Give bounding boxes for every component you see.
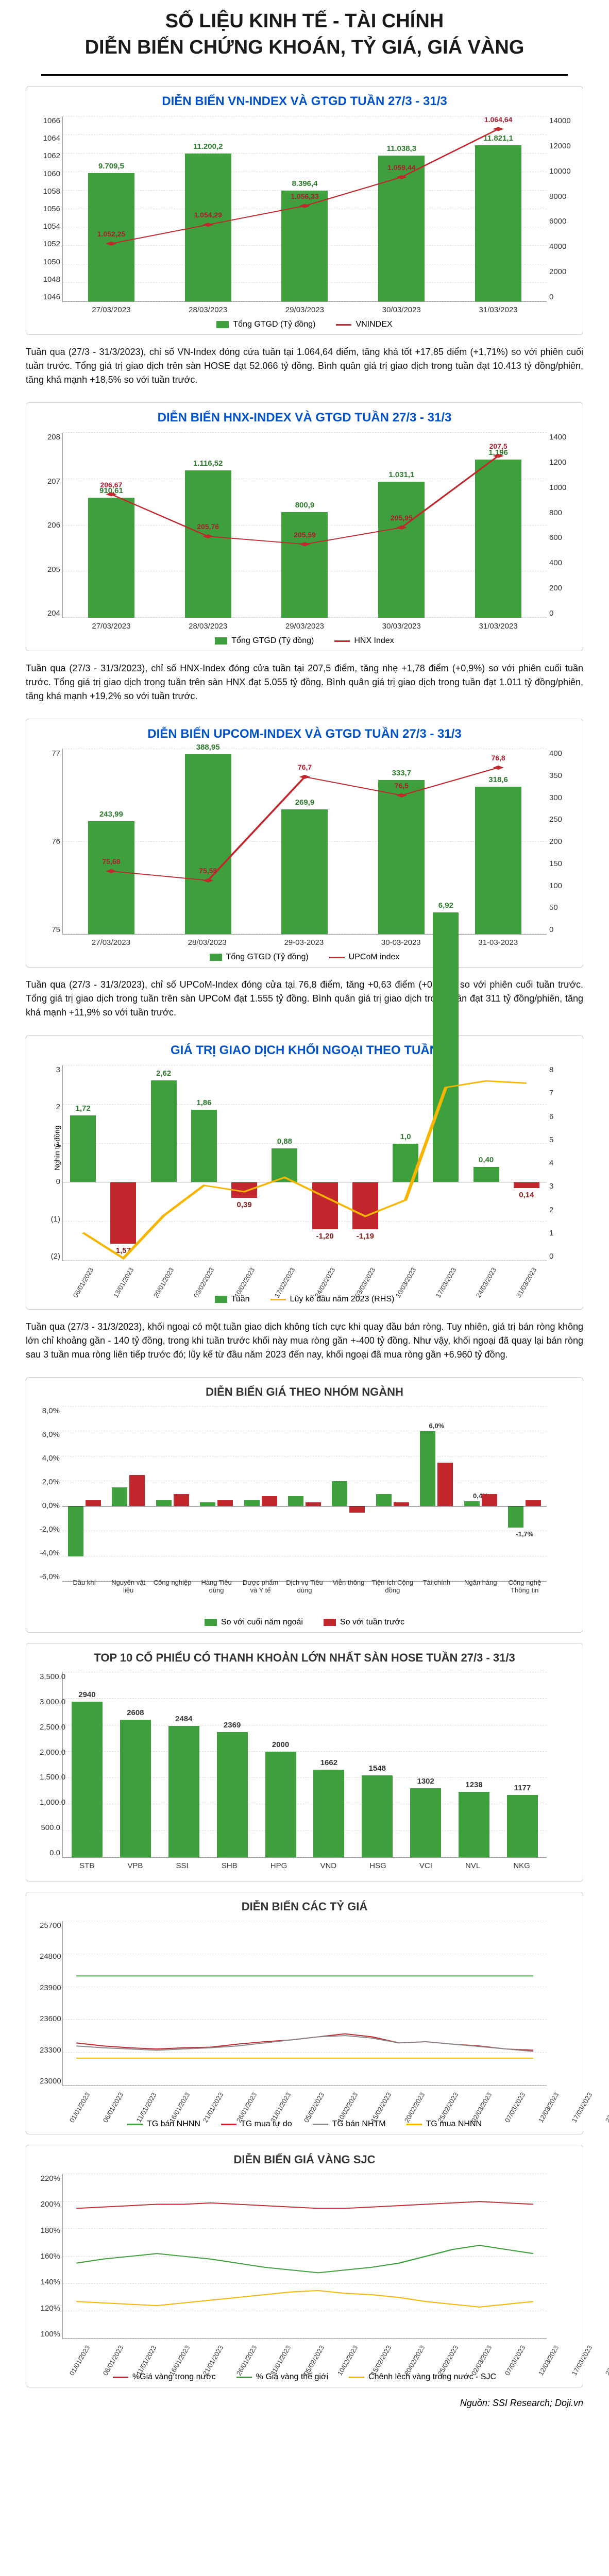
chart3-title: DIỄN BIẾN UPCOM-INDEX VÀ GTGD TUẦN 27/3 … (37, 727, 572, 741)
chart5-title: DIỄN BIẾN GIÁ THEO NHÓM NGÀNH (37, 1385, 572, 1399)
chart-fx: DIỄN BIẾN CÁC TỶ GIÁ 2570024800239002360… (26, 1892, 583, 2134)
page-title: SỐ LIỆU KINH TẾ - TÀI CHÍNH (10, 10, 599, 32)
legend-bar: Tuần (215, 1295, 250, 1304)
chart1-legend: Tổng GTGD (Tỷ đồng) VNINDEX (37, 320, 572, 329)
chart7-area: 25700248002390023600233002300001/01/2023… (62, 1921, 547, 2086)
legend-line: VNINDEX (336, 320, 392, 329)
legend-bar: Tổng GTGD (Tỷ đồng) (216, 320, 315, 329)
chart-foreign: GIÁ TRỊ GIAO DỊCH KHỐI NGOẠI THEO TUẦN 3… (26, 1035, 583, 1310)
chart6-title: TOP 10 CỔ PHIẾU CÓ THANH KHOẢN LỚN NHẤT … (37, 1651, 572, 1665)
chart4-area: 3210(1)(2)87654321006/01/202313/01/20232… (62, 1065, 547, 1261)
legend-line: HNX Index (334, 636, 394, 646)
chart5-area: 8,0%6,0%4,0%2,0%0,0%-2,0%-4,0%-6,0%Dầu k… (62, 1406, 547, 1582)
page-subtitle: DIỄN BIẾN CHỨNG KHOÁN, TỶ GIÁ, GIÁ VÀNG (10, 37, 599, 59)
desc3: Tuần qua (27/3 - 31/3/2023), chỉ số UPCo… (26, 978, 583, 1020)
legend-s2: So với tuần trước (324, 1618, 404, 1627)
chart8-title: DIỄN BIẾN GIÁ VÀNG SJC (37, 2153, 572, 2166)
chart6-area: 3,500.03,000.02,500.02,000.01,500.01,000… (62, 1672, 547, 1858)
desc4: Tuần qua (27/3 - 31/3/2023), khối ngoại … (26, 1320, 583, 1362)
chart-vnindex: DIỄN BIẾN VN-INDEX VÀ GTGD TUẦN 27/3 - 3… (26, 86, 583, 335)
chart2-legend: Tổng GTGD (Tỷ đồng) HNX Index (37, 636, 572, 646)
chart-sectors: DIỄN BIẾN GIÁ THEO NHÓM NGÀNH 8,0%6,0%4,… (26, 1377, 583, 1633)
desc2: Tuần qua (27/3 - 31/3/2023), chỉ số HNX-… (26, 662, 583, 703)
chart3-area: 77767540035030025020015010050027/03/2023… (62, 749, 547, 935)
chart2-area: 2082072062052041400120010008006004002000… (62, 433, 547, 618)
chart-hnxindex: DIỄN BIẾN HNX-INDEX VÀ GTGD TUẦN 27/3 - … (26, 402, 583, 651)
divider (41, 74, 568, 76)
legend-s1: So với cuối năm ngoái (205, 1618, 303, 1627)
chart1-title: DIỄN BIẾN VN-INDEX VÀ GTGD TUẦN 27/3 - 3… (37, 94, 572, 109)
chart-upcom: DIỄN BIẾN UPCOM-INDEX VÀ GTGD TUẦN 27/3 … (26, 719, 583, 968)
desc1: Tuần qua (27/3 - 31/3/2023), chỉ số VN-I… (26, 345, 583, 387)
legend-line: Lũy kế đầu năm 2023 (RHS) (270, 1295, 395, 1304)
chart4-title: GIÁ TRỊ GIAO DỊCH KHỐI NGOẠI THEO TUẦN (37, 1043, 572, 1058)
chart1-area: 1066106410621060105810561054105210501048… (62, 116, 547, 302)
chart3-legend: Tổng GTGD (Tỷ đồng) UPCoM index (37, 953, 572, 962)
chart2-title: DIỄN BIẾN HNX-INDEX VÀ GTGD TUẦN 27/3 - … (37, 411, 572, 425)
legend-bar: Tổng GTGD (Tỷ đồng) (210, 953, 309, 962)
footer-source: Nguồn: SSI Research; Doji.vn (26, 2398, 583, 2409)
chart7-title: DIỄN BIẾN CÁC TỶ GIÁ (37, 1900, 572, 1913)
chart-top10: TOP 10 CỔ PHIẾU CÓ THANH KHOẢN LỚN NHẤT … (26, 1643, 583, 1882)
chart-gold: DIỄN BIẾN GIÁ VÀNG SJC 220%200%180%160%1… (26, 2145, 583, 2387)
legend-bar: Tổng GTGD (Tỷ đồng) (215, 636, 314, 646)
legend-line: UPCoM index (329, 953, 400, 962)
chart8-area: 220%200%180%160%140%120%100%01/01/202306… (62, 2174, 547, 2339)
chart5-legend: So với cuối năm ngoái So với tuần trước (37, 1618, 572, 1627)
